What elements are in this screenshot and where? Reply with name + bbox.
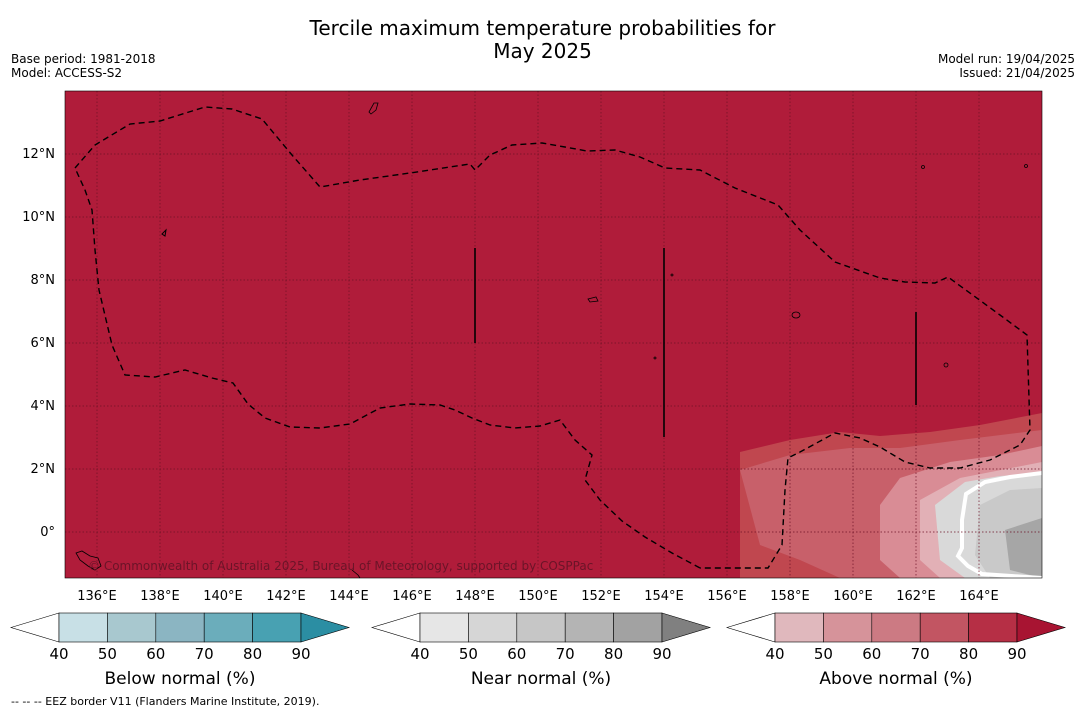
copyright-notice: © Commonwealth of Australia 2025, Bureau… [88, 559, 593, 573]
colorbar-extend-high [300, 612, 351, 643]
island-chuuk [587, 296, 599, 303]
colorbar-segment [58, 612, 108, 643]
colorbar-tick-label: 80 [604, 645, 623, 663]
model-name: Model: ACCESS-S2 [11, 66, 123, 80]
lon-label: 136°E [77, 589, 117, 604]
model-run: Model run: 19/04/2025 [937, 52, 1075, 66]
colorbar-tick-label: 60 [862, 645, 881, 663]
lat-label: 2°N [31, 462, 56, 477]
eez-footnote: -- -- -- EEZ border V11 (Flanders Marine… [11, 695, 320, 708]
lon-label: 142°E [266, 589, 306, 604]
colorbar-extend-low [370, 612, 421, 643]
colorbar-title: Near normal (%) [471, 669, 611, 689]
island-markers [75, 102, 1028, 579]
colorbar-tick-label: 50 [814, 645, 833, 663]
colorbar-extend-high [661, 612, 712, 643]
colorbar-2: 40 50 60 70 80 90 Above normal (%) [725, 612, 1067, 689]
island-marshall [1024, 164, 1028, 168]
colorbar-segment [516, 612, 566, 643]
lon-label: 156°E [707, 589, 747, 604]
lon-label: 164°E [959, 589, 999, 604]
colorbar-segment [613, 612, 663, 643]
colorbar-segment [968, 612, 1018, 643]
chart-title-line2: May 2025 [493, 39, 592, 63]
colorbar-title: Below normal (%) [105, 669, 256, 689]
island-palau [75, 550, 102, 571]
eez-border-west [74, 106, 1031, 569]
lon-label: 148°E [455, 589, 495, 604]
lon-label: 162°E [896, 589, 936, 604]
colorbar-segment [107, 612, 157, 643]
island-ebon [921, 165, 925, 169]
contour-near-70 [1005, 518, 1042, 578]
colorbar-segment [823, 612, 873, 643]
island-guam [368, 102, 379, 115]
colorbar-0: 40 50 60 70 80 90 Below normal (%) [9, 612, 351, 689]
island-new-ireland [351, 569, 361, 579]
colorbars: 40 50 60 70 80 90 Below normal (%) 40 50 60 70 80 90… [9, 612, 1067, 689]
colorbar-tick-label: 80 [959, 645, 978, 663]
colorbar-tick-label: 40 [49, 645, 68, 663]
colorbar-tick-label: 60 [507, 645, 526, 663]
base-period: Base period: 1981-2018 [11, 52, 156, 66]
colorbar-tick-label: 70 [556, 645, 575, 663]
lon-label: 138°E [140, 589, 180, 604]
lon-label: 140°E [203, 589, 243, 604]
island-small-1 [653, 356, 657, 360]
colorbar-tick-label: 40 [765, 645, 784, 663]
colorbar-title: Above normal (%) [819, 669, 972, 689]
issued-date: Issued: 21/04/2025 [959, 66, 1075, 80]
lat-label: 4°N [31, 399, 56, 414]
colorbar-extend-low [725, 612, 776, 643]
colorbar-extend-low [9, 612, 60, 643]
lat-labels: 12°N 10°N 8°N 6°N 4°N 2°N 0° [22, 147, 55, 540]
lon-label: 158°E [770, 589, 810, 604]
lon-label: 160°E [833, 589, 873, 604]
lon-label: 150°E [518, 589, 558, 604]
colorbar-tick-label: 90 [1007, 645, 1026, 663]
lat-label: 0° [40, 525, 55, 540]
contour-outline-white [955, 471, 1042, 578]
colorbar-tick-label: 70 [195, 645, 214, 663]
colorbar-1: 40 50 60 70 80 90 Near normal (%) [370, 612, 712, 689]
island-small-2 [670, 273, 674, 277]
lon-label: 146°E [392, 589, 432, 604]
colorbar-tick-label: 90 [291, 645, 310, 663]
lat-label: 6°N [31, 336, 56, 351]
lat-label: 10°N [22, 210, 55, 225]
lat-label: 8°N [31, 273, 56, 288]
island-kosrae [943, 362, 949, 368]
colorbar-segment [919, 612, 969, 643]
lon-label: 154°E [644, 589, 684, 604]
island-yap [161, 228, 167, 237]
colorbar-tick-label: 50 [459, 645, 478, 663]
lon-labels: 136°E 138°E 140°E 142°E 144°E 146°E 148°… [77, 589, 999, 604]
colorbar-segment [252, 612, 302, 643]
colorbar-segment [155, 612, 205, 643]
colorbar-segment [468, 612, 518, 643]
colorbar-segment [203, 612, 253, 643]
colorbar-tick-label: 50 [98, 645, 117, 663]
colorbar-tick-label: 90 [652, 645, 671, 663]
map-frame [64, 90, 1043, 579]
probability-contours [740, 413, 1042, 578]
gridlines [65, 91, 1042, 578]
colorbar-tick-label: 80 [243, 645, 262, 663]
island-pohnpei [791, 311, 801, 319]
colorbar-extend-high [1016, 612, 1067, 643]
lon-label: 144°E [329, 589, 369, 604]
colorbar-tick-label: 40 [410, 645, 429, 663]
colorbar-segment [564, 612, 614, 643]
colorbar-tick-label: 70 [911, 645, 930, 663]
lon-label: 152°E [581, 589, 621, 604]
colorbar-segment [774, 612, 824, 643]
colorbar-segment [419, 612, 469, 643]
colorbar-tick-label: 60 [146, 645, 165, 663]
colorbar-segment [871, 612, 921, 643]
chart-title-line1: Tercile maximum temperature probabilitie… [309, 16, 776, 40]
lat-label: 12°N [22, 147, 55, 162]
